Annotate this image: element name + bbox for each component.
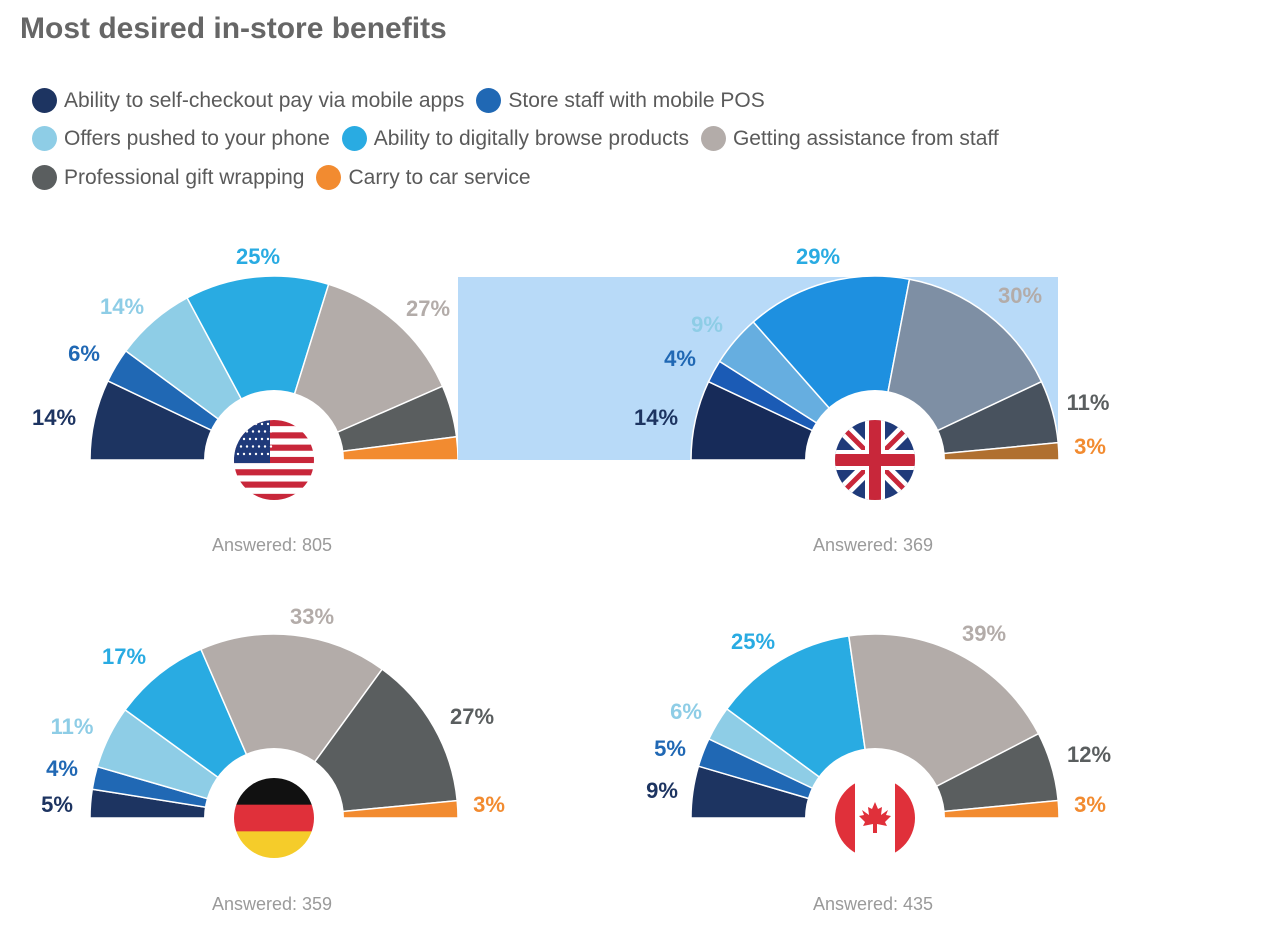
answered-count: Answered: 359 [212,894,332,914]
data-label-mobile-pos: 4% [664,346,696,371]
legend-swatch-carry-to-car [316,165,342,190]
data-label-carry-to-car: 3% [473,792,505,817]
chart-ca: 9% 5% 6% 25% 39% 12% 3% Answered: 435 [646,621,1111,914]
legend-swatch-digital-browse [341,126,367,151]
legend-item-offers[interactable]: Offers pushed to your phone [32,126,330,151]
legend-swatch-offers [32,126,57,151]
data-label-gift-wrapping: 27% [450,704,494,729]
data-label-carry-to-car: 3% [1074,792,1106,817]
canada-flag-icon [835,778,915,858]
maple-leaf-icon [859,802,891,833]
data-label-digital-browse: 25% [236,244,280,269]
germany-flag-icon [234,778,314,858]
data-label-mobile-pos: 5% [654,736,686,761]
legend-swatch-self-checkout [32,88,57,113]
data-label-offers: 9% [691,312,723,337]
data-label-staff-assistance: 30% [998,283,1042,308]
legend-row-2: Offers pushed to your phone Ability to d… [32,126,1011,151]
data-label-gift-wrapping: 12% [1067,742,1111,767]
data-label-offers: 14% [100,294,144,319]
legend-swatch-gift-wrapping [32,165,57,190]
data-label-digital-browse: 17% [102,644,146,669]
legend-label-gift-wrapping: Professional gift wrapping [64,165,305,189]
data-label-self-checkout: 14% [634,405,678,430]
answered-count: Answered: 435 [813,894,933,914]
legend-label-digital-browse: Ability to digitally browse products [373,126,689,150]
chart-title: Most desired in-store benefits [20,12,447,45]
legend-label-self-checkout: Ability to self-checkout pay via mobile … [64,88,465,112]
chart-de: 5% 4% 11% 17% 33% 27% 3% Answered: 359 [41,604,505,914]
legend-label-carry-to-car: Carry to car service [348,165,531,189]
data-label-digital-browse: 29% [796,244,840,269]
chart-us: 14%6%14%25%27%9%4%Answered: 805 [32,244,504,555]
legend-label-staff-assistance: Getting assistance from staff [732,126,999,150]
data-label-mobile-pos: 4% [46,756,78,781]
data-label-carry-to-car: 3% [1074,434,1106,459]
legend-item-carry-to-car[interactable]: Carry to car service [316,165,531,190]
data-label-gift-wrapping: 11% [1067,390,1110,415]
legend-label-mobile-pos: Store staff with mobile POS [508,88,765,112]
answered-count: Answered: 805 [212,535,332,555]
data-label-mobile-pos: 6% [68,341,100,366]
legend-item-digital-browse[interactable]: Ability to digitally browse products [341,126,689,151]
data-label-offers: 11% [51,714,94,739]
data-label-self-checkout: 14% [32,405,76,430]
data-label-offers: 6% [670,699,702,724]
legend-row-1: Ability to self-checkout pay via mobile … [32,88,777,113]
answered-count: Answered: 369 [813,535,933,555]
legend-item-staff-assistance[interactable]: Getting assistance from staff [700,126,999,151]
legend-swatch-mobile-pos [476,88,502,113]
slice-staff-assistance[interactable] [199,633,384,820]
data-label-self-checkout: 9% [646,778,678,803]
legend-item-gift-wrapping[interactable]: Professional gift wrapping [32,165,304,190]
uk-flag-icon [835,420,915,500]
slice-digital-browse[interactable] [186,275,330,462]
data-label-digital-browse: 25% [731,629,775,654]
us-flag-icon [234,420,314,500]
legend-item-self-checkout[interactable]: Ability to self-checkout pay via mobile … [32,88,464,113]
data-label-staff-assistance: 33% [290,604,334,629]
legend-swatch-staff-assistance [700,126,726,151]
data-label-staff-assistance: 27% [406,296,450,321]
legend-item-mobile-pos[interactable]: Store staff with mobile POS [476,88,765,113]
legend-row-3: Professional gift wrapping Carry to car … [32,165,543,190]
data-label-staff-assistance: 39% [962,621,1006,646]
chart-uk: 14% 4% 9% 29% 30% 11% 3% Answered: 369 [458,244,1109,555]
data-label-self-checkout: 5% [41,792,73,817]
legend-label-offers: Offers pushed to your phone [64,126,330,150]
